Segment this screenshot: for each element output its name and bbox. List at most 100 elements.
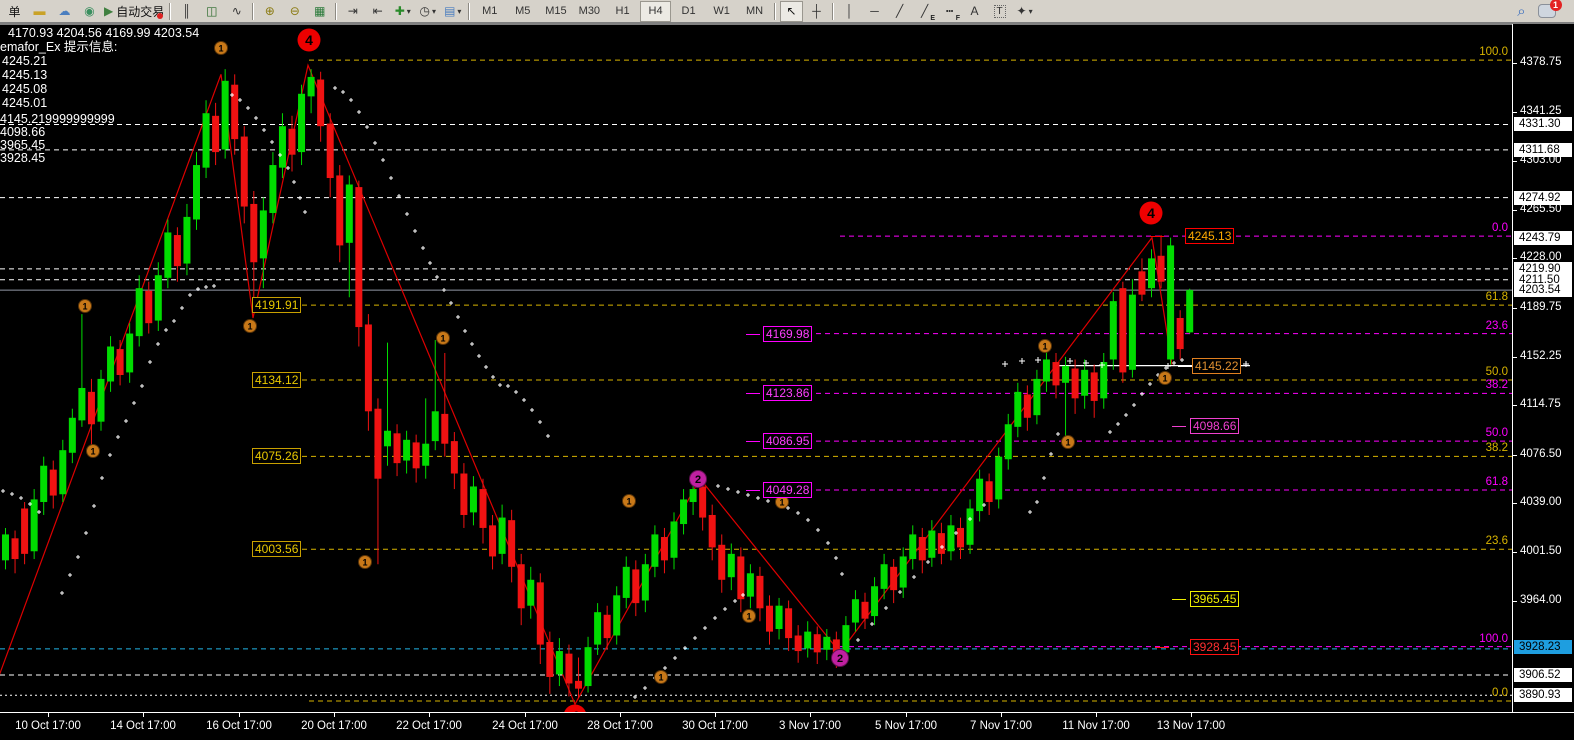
search-icon[interactable]: ⌕: [1517, 2, 1526, 20]
tf-d1[interactable]: D1: [681, 5, 696, 17]
alert-price-label[interactable]: 3965.45: [1190, 590, 1240, 607]
candle-body: [641, 564, 649, 601]
crosshair-icon[interactable]: ┼: [805, 1, 828, 22]
indicators-icon[interactable]: ✚ ▾: [394, 4, 411, 18]
candle-body: [288, 128, 296, 155]
semafor-4-marker: [1139, 201, 1163, 225]
zoom-out-icon[interactable]: ⊖: [283, 1, 306, 22]
horizontal-line-icon[interactable]: ─: [863, 1, 886, 22]
indicator-text-line: 4145.219999999999: [0, 112, 115, 126]
tf-m30[interactable]: M30: [578, 5, 601, 17]
fib-yellow-pct-label: 23.6: [1485, 535, 1508, 548]
chart-shift-icon[interactable]: ⇥: [341, 1, 364, 22]
fib-yellow-price-label[interactable]: 4191.91: [252, 297, 302, 314]
new-order-button[interactable]: 单: [3, 1, 26, 22]
price-axis-label: 4152.25: [1520, 349, 1562, 362]
templates-icon: ▤: [444, 4, 456, 18]
price-axis-box-label: 3890.93: [1514, 688, 1572, 703]
time-axis[interactable]: 10 Oct 17:00 14 Oct 17:00 16 Oct 17:00 20 O…: [0, 712, 1574, 740]
candle-body: [584, 647, 592, 687]
candle-body: [1128, 294, 1136, 370]
channel-icon[interactable]: ╱ E: [920, 4, 936, 22]
candle-body: [2, 534, 9, 561]
alert-price-label[interactable]: 4098.66: [1190, 417, 1240, 434]
label-connector: [1155, 646, 1169, 648]
text-icon[interactable]: A: [963, 1, 986, 22]
fib-magenta-pct-label: 38.2: [1485, 379, 1508, 392]
tile-windows-icon[interactable]: ▦: [308, 1, 331, 22]
tf-mn[interactable]: MN: [746, 5, 764, 17]
tf-w1[interactable]: W1: [713, 5, 730, 17]
line-chart-icon[interactable]: ∿: [225, 1, 248, 22]
tf-h1[interactable]: H1: [615, 5, 630, 17]
horizontal-line-icon: ─: [870, 4, 879, 18]
candle-body: [813, 634, 821, 653]
label-icon[interactable]: T: [988, 1, 1011, 22]
candle-body: [957, 527, 964, 548]
fib-magenta-price-label[interactable]: 4123.86: [763, 385, 813, 402]
candlestick-chart-icon: ◫: [206, 4, 218, 18]
label-connector: [1172, 598, 1186, 600]
time-axis-tick: [334, 713, 335, 717]
templates-icon[interactable]: ▤ ▾: [444, 4, 462, 18]
price-axis[interactable]: 4378.75 4341.25 4303.00 4265.50 4228.00 4189.…: [1513, 24, 1574, 712]
label-connector: [746, 441, 760, 443]
arrows-icon[interactable]: ✦ ▾: [1016, 4, 1033, 18]
tile-windows-icon: ▦: [314, 4, 326, 18]
mql-cloud-icon[interactable]: ☁: [53, 1, 76, 22]
fib-magenta-price-label[interactable]: 4049.28: [763, 481, 813, 498]
tf-m1[interactable]: M1: [482, 5, 498, 17]
zoom-in-icon[interactable]: ⊕: [258, 1, 281, 22]
channel-icon: ╱: [920, 4, 929, 18]
candle-body: [708, 514, 716, 548]
autotrading-button[interactable]: ▶ 自动交易: [103, 1, 165, 22]
gold-bar-icon: ▬: [33, 4, 46, 18]
candle-body: [317, 79, 325, 127]
time-axis-tick: [1096, 713, 1097, 717]
alert-price-label[interactable]: 4145.22: [1192, 357, 1242, 374]
time-axis-label: 22 Oct 17:00: [396, 720, 462, 732]
periods-icon[interactable]: ◷ ▾: [419, 4, 437, 18]
tf-m15[interactable]: M15: [545, 5, 567, 17]
cursor-icon[interactable]: ↖: [780, 0, 804, 22]
alert-price-label[interactable]: 3928.45: [1190, 638, 1240, 655]
price-axis-box-label: 4203.54: [1514, 283, 1572, 298]
semafor-4-digit: 4: [1147, 205, 1155, 221]
price-axis-label: 4341.25: [1520, 104, 1562, 117]
vertical-line-icon[interactable]: │: [838, 1, 861, 22]
trendline-icon: ╱: [895, 4, 904, 18]
notifications-icon[interactable]: 1: [1535, 0, 1562, 22]
candle-body: [775, 605, 783, 630]
gold-bar-icon[interactable]: ▬: [28, 1, 51, 22]
fib-magenta-price-label[interactable]: 4086.95: [763, 433, 813, 450]
fib-yellow-price-label[interactable]: 4003.56: [252, 541, 302, 558]
candlestick-chart-icon[interactable]: ◫: [200, 1, 223, 22]
alert-price-label[interactable]: 4245.13: [1185, 228, 1235, 245]
fib-magenta-price-label[interactable]: 4169.98: [763, 325, 813, 342]
tf-m5[interactable]: M5: [515, 5, 531, 17]
candle-body: [154, 275, 162, 321]
price-axis-box-label: 4311.68: [1514, 142, 1572, 157]
candle-body: [670, 521, 678, 558]
time-axis-tick: [1001, 713, 1002, 717]
zoom-out-icon: ⊖: [289, 4, 300, 18]
arrows-icon: ✦: [1016, 4, 1027, 18]
trendline-icon[interactable]: ╱: [888, 1, 911, 22]
semafor-1-marker: [622, 494, 636, 508]
signals-icon[interactable]: ◉: [78, 1, 101, 22]
label-connector: [746, 489, 760, 491]
candle-body: [68, 417, 76, 453]
fib-yellow-price-label[interactable]: 4075.26: [252, 448, 302, 465]
label-connector: [746, 333, 760, 335]
bar-chart-icon[interactable]: ║: [175, 1, 198, 22]
indicator-text-line: 4170.93 4204.56 4169.99 4203.54: [8, 26, 200, 40]
candle-body: [546, 641, 554, 677]
fibonacci-icon[interactable]: ┅ F: [945, 4, 961, 22]
fib-yellow-price-label[interactable]: 4134.12: [252, 372, 302, 389]
semafor-2-digit: 2: [837, 653, 843, 665]
tf-h4[interactable]: H4: [640, 0, 672, 22]
auto-scroll-icon[interactable]: ⇤: [366, 1, 389, 22]
time-axis-label: 24 Oct 17:00: [492, 720, 558, 732]
